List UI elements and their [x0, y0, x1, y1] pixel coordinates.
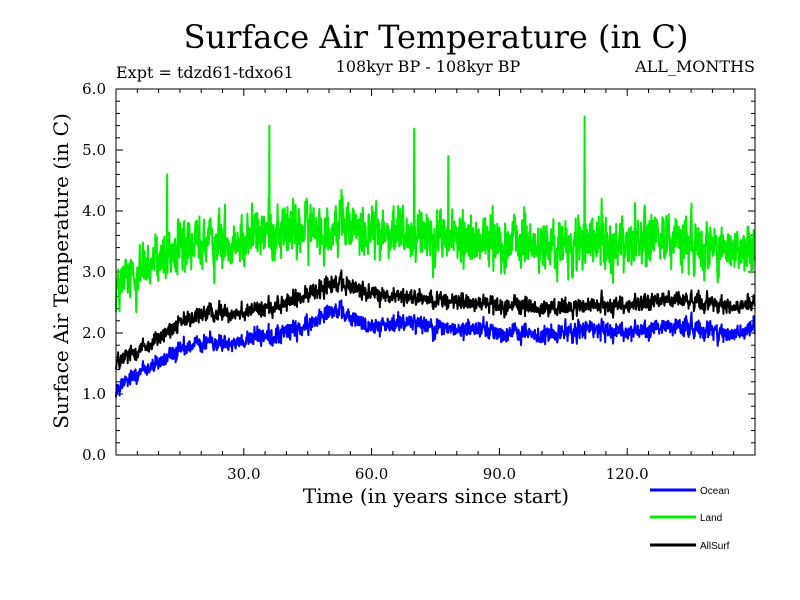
legend-label-ocean: Ocean [700, 486, 729, 497]
y-tick-label: 4.0 [82, 202, 106, 220]
x-tick-label: 30.0 [227, 465, 260, 483]
y-tick-label: 0.0 [82, 446, 106, 464]
y-tick-label: 1.0 [82, 385, 106, 403]
experiment-label: Expt = tdzd61-tdxo61 [116, 63, 294, 82]
y-tick-label: 2.0 [82, 324, 106, 342]
x-tick-label: 60.0 [355, 465, 388, 483]
y-tick-label: 3.0 [82, 263, 106, 281]
series-line-land [115, 115, 756, 314]
y-axis-label: Surface Air Temperature (in C) [49, 113, 73, 429]
x-tick-label: 120.0 [606, 465, 649, 483]
chart-title: Surface Air Temperature (in C) [184, 18, 689, 56]
series-layer [115, 115, 756, 398]
legend-label-allsurf: AllSurf [700, 541, 730, 552]
y-tick-label: 6.0 [82, 80, 106, 98]
legend-label-land: Land [700, 513, 722, 524]
series-line-allsurf [115, 269, 756, 370]
legend: Ocean Land AllSurf [650, 486, 730, 552]
series-line-ocean [115, 299, 756, 398]
chart-subtitle: 108kyr BP - 108kyr BP [336, 57, 521, 76]
x-axis-label: Time (in years since start) [303, 484, 569, 508]
plot-frame [115, 88, 756, 456]
y-tick-label: 5.0 [82, 141, 106, 159]
tick-label-layer: 0.0 1.0 2.0 3.0 4.0 5.0 6.0 30.0 60.0 90.0 120.0 [82, 80, 649, 483]
x-tick-label: 90.0 [483, 465, 516, 483]
months-label: ALL_MONTHS [634, 57, 755, 76]
